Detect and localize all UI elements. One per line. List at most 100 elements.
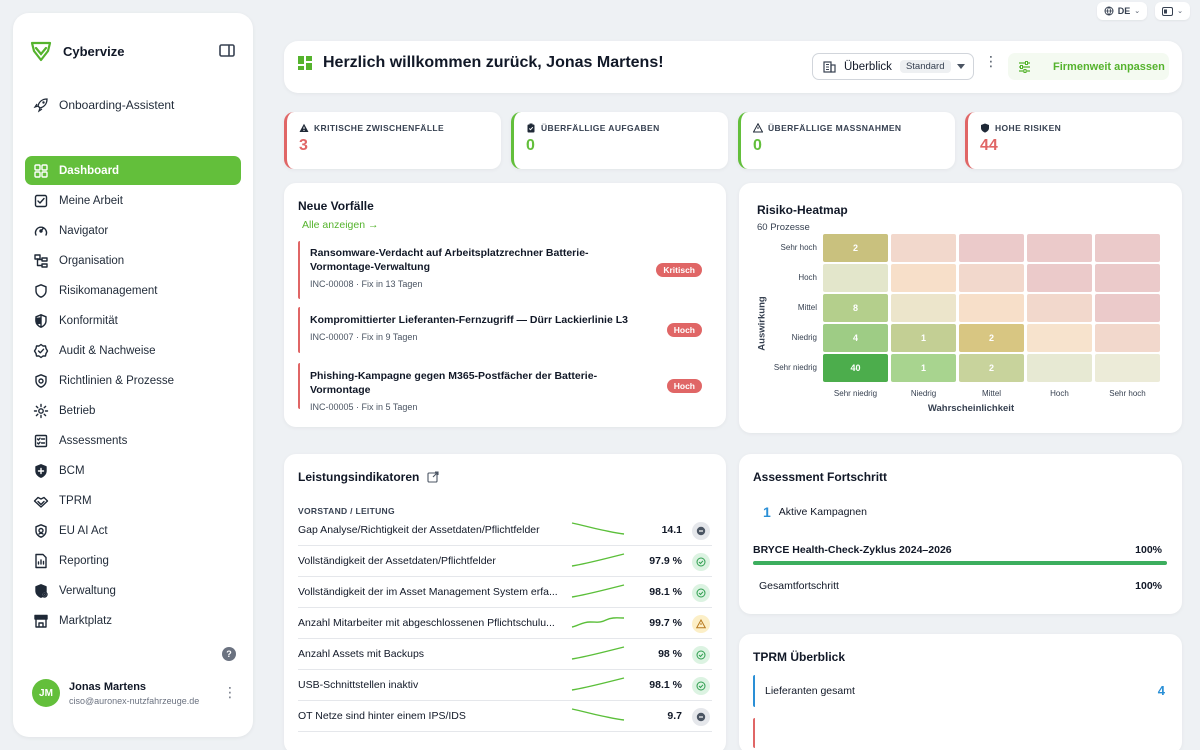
user-profile[interactable]: JM Jonas Martens ciso@auronex-nutzfahrze… <box>32 679 199 707</box>
indicator-row[interactable]: Vollständigkeit der im Asset Management … <box>298 577 712 608</box>
kpi-value: 3 <box>299 137 308 154</box>
suppliers-row[interactable]: Lieferanten gesamt 4 <box>753 675 1167 707</box>
indicator-name: Vollständigkeit der im Asset Management … <box>298 586 558 598</box>
indicators-card: Leistungsindikatoren VORSTAND / LEITUNG … <box>284 454 726 750</box>
active-campaigns-count: 1 <box>763 504 771 520</box>
handshake-icon <box>33 493 49 509</box>
heatmap-cell[interactable]: 2 <box>959 324 1024 352</box>
heatmap-cell[interactable] <box>1095 264 1160 292</box>
kpi-card-überfällige-massnahmen[interactable]: ÜBERFÄLLIGE MASSNAHMEN 0 <box>738 112 955 169</box>
heatmap-cell[interactable] <box>891 264 956 292</box>
heatmap-cell[interactable] <box>1095 324 1160 352</box>
kpi-label: HOHE RISIKEN <box>980 123 1182 133</box>
heatmap-cell[interactable] <box>959 264 1024 292</box>
kpi-label: ÜBERFÄLLIGE AUFGABEN <box>526 123 728 133</box>
kpi-label-text: KRITISCHE ZWISCHENFÄLLE <box>314 123 445 133</box>
indicator-name: Gap Analyse/Richtigkeit der Assetdaten/P… <box>298 524 540 536</box>
heatmap-cell[interactable] <box>959 234 1024 262</box>
brand[interactable]: Cybervize <box>29 39 124 63</box>
screen-icon <box>1162 6 1174 16</box>
heatmap-cell[interactable] <box>1027 294 1092 322</box>
sidebar-collapse-icon[interactable] <box>219 44 235 57</box>
heatmap-cell[interactable] <box>823 264 888 292</box>
sidebar-item-konformität[interactable]: Konformität <box>25 307 241 335</box>
sidebar-item-marktplatz[interactable]: Marktplatz <box>25 607 241 635</box>
heatmap-cell[interactable]: 4 <box>823 324 888 352</box>
indicator-row[interactable]: USB-Schnittstellen inaktiv 98.1 % <box>298 670 712 701</box>
indicator-row[interactable]: Vollständigkeit der Assetdaten/Pflichtfe… <box>298 546 712 577</box>
indicators-title: Leistungsindikatoren <box>298 470 420 484</box>
shield-half-icon <box>33 313 49 329</box>
heatmap-cell[interactable]: 2 <box>823 234 888 262</box>
help-icon[interactable]: ? <box>222 647 236 661</box>
sidebar-item-richtlinien-prozesse[interactable]: Richtlinien & Prozesse <box>25 367 241 395</box>
sidebar-item-reporting[interactable]: Reporting <box>25 547 241 575</box>
report-icon <box>33 553 49 569</box>
status-neutral-icon <box>692 522 710 540</box>
next-row-indicator <box>753 718 1167 748</box>
kpi-card-hohe-risiken[interactable]: HOHE RISIKEN 44 <box>965 112 1182 169</box>
kpi-card-überfällige-aufgaben[interactable]: ÜBERFÄLLIGE AUFGABEN 0 <box>511 112 728 169</box>
sidebar-item-betrieb[interactable]: Betrieb <box>25 397 241 425</box>
kpi-label-text: HOHE RISIKEN <box>995 123 1062 133</box>
indicator-row[interactable]: Anzahl Assets mit Backups 98 % <box>298 639 712 670</box>
language-label: DE <box>1117 6 1131 16</box>
sidebar-item-dashboard[interactable]: Dashboard <box>25 156 241 185</box>
warning-outline-icon <box>753 123 763 133</box>
heatmap-col-label: Niedrig <box>910 389 937 398</box>
sidebar-item-audit-nachweise[interactable]: Audit & Nachweise <box>25 337 241 365</box>
kpi-value: 0 <box>526 137 535 154</box>
language-selector[interactable]: DE ⌄ <box>1096 2 1148 20</box>
indicator-row[interactable]: OT Netze sind hinter einem IPS/IDS 9.7 <box>298 701 712 732</box>
rocket-icon <box>33 98 48 113</box>
sidebar-item-tprm[interactable]: TPRM <box>25 487 241 515</box>
heatmap-cell[interactable] <box>1027 354 1092 382</box>
onboarding-assistant-link[interactable]: Onboarding-Assistent <box>33 97 174 113</box>
trend-sparkline <box>571 708 625 721</box>
sidebar-item-eu-ai-act[interactable]: EU AI Act <box>25 517 241 545</box>
sidebar-item-verwaltung[interactable]: Verwaltung <box>25 577 241 605</box>
heatmap-cell[interactable] <box>1027 324 1092 352</box>
sidebar-item-risikomanagement[interactable]: Risikomanagement <box>25 277 241 305</box>
heatmap-cell[interactable] <box>1027 264 1092 292</box>
campaign-name[interactable]: BRYCE Health-Check-Zyklus 2024–2026 <box>753 544 952 556</box>
external-link-icon[interactable] <box>427 471 439 483</box>
chevron-down-icon: ⌄ <box>1134 8 1141 15</box>
kpi-label-text: ÜBERFÄLLIGE MASSNAHMEN <box>768 123 902 133</box>
kpi-value: 44 <box>980 137 998 154</box>
incident-item[interactable]: Phishing-Kampagne gegen M365-Postfächer … <box>298 363 712 412</box>
heatmap-cell[interactable] <box>891 294 956 322</box>
sidebar-item-navigator[interactable]: Navigator <box>25 217 241 245</box>
cog-icon <box>33 403 49 419</box>
sidebar-item-assessments[interactable]: Assessments <box>25 427 241 455</box>
indicator-value: 97.9 % <box>649 555 682 567</box>
heatmap-cell[interactable]: 1 <box>891 354 956 382</box>
chevron-down-icon <box>957 64 965 69</box>
sidebar-item-organisation[interactable]: Organisation <box>25 247 241 275</box>
heatmap-cell[interactable]: 2 <box>959 354 1024 382</box>
more-options-icon[interactable]: ⋮ <box>984 53 998 69</box>
customize-button[interactable]: Firmenweit anpassen <box>1008 53 1169 80</box>
heatmap-cell[interactable] <box>1095 354 1160 382</box>
heatmap-cell[interactable] <box>1027 234 1092 262</box>
incident-item[interactable]: Ransomware-Verdacht auf Arbeitsplatzrech… <box>298 241 712 299</box>
user-menu-icon[interactable]: ⋮ <box>223 684 237 700</box>
heatmap-cell[interactable] <box>959 294 1024 322</box>
status-ok-icon <box>692 584 710 602</box>
heatmap-cell[interactable]: 40 <box>823 354 888 382</box>
compass-icon <box>33 223 49 239</box>
view-select[interactable]: Überblick Standard <box>812 53 974 80</box>
display-toggle[interactable]: ⌄ <box>1155 2 1190 20</box>
indicator-row[interactable]: Anzahl Mitarbeiter mit abgeschlossenen P… <box>298 608 712 639</box>
heatmap-cell[interactable] <box>1095 234 1160 262</box>
kpi-card-kritische-zwischenfälle[interactable]: KRITISCHE ZWISCHENFÄLLE 3 <box>284 112 501 169</box>
indicator-row[interactable]: Gap Analyse/Richtigkeit der Assetdaten/P… <box>298 515 712 546</box>
sidebar-item-bcm[interactable]: BCM <box>25 457 241 485</box>
heatmap-cell[interactable]: 1 <box>891 324 956 352</box>
sidebar-item-meine-arbeit[interactable]: Meine Arbeit <box>25 187 241 215</box>
heatmap-cell[interactable]: 8 <box>823 294 888 322</box>
show-all-incidents-link[interactable]: Alle anzeigen → <box>302 219 379 231</box>
incident-item[interactable]: Kompromittierter Lieferanten-Fernzugriff… <box>298 307 712 353</box>
heatmap-cell[interactable] <box>891 234 956 262</box>
heatmap-cell[interactable] <box>1095 294 1160 322</box>
